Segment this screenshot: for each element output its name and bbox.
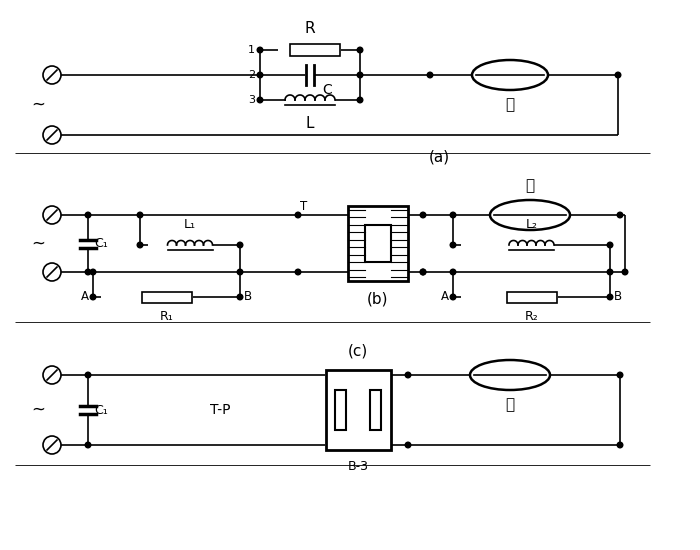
- Circle shape: [137, 242, 143, 248]
- Text: R: R: [304, 21, 315, 36]
- Circle shape: [237, 294, 243, 300]
- Text: R₁: R₁: [160, 310, 174, 323]
- Circle shape: [85, 212, 91, 218]
- Bar: [370, 390, 382, 430]
- Text: L₂: L₂: [526, 218, 538, 231]
- Circle shape: [90, 269, 96, 275]
- Circle shape: [450, 294, 456, 300]
- Text: 灯: 灯: [505, 97, 514, 112]
- Text: (c): (c): [348, 343, 368, 358]
- Text: T-P: T-P: [210, 403, 230, 417]
- Text: (b): (b): [368, 292, 388, 306]
- Ellipse shape: [470, 360, 550, 390]
- Circle shape: [427, 72, 433, 78]
- Bar: [290, 44, 340, 56]
- Circle shape: [607, 269, 612, 275]
- Text: C: C: [322, 83, 332, 97]
- Circle shape: [85, 442, 91, 448]
- Text: A: A: [441, 290, 449, 304]
- Text: L₁: L₁: [184, 218, 196, 231]
- Bar: [326, 370, 391, 450]
- Circle shape: [622, 269, 628, 275]
- Circle shape: [617, 212, 623, 218]
- Bar: [348, 206, 408, 281]
- Text: B: B: [244, 290, 252, 304]
- Circle shape: [137, 212, 143, 218]
- Circle shape: [85, 269, 91, 275]
- Circle shape: [615, 72, 621, 78]
- Bar: [365, 225, 391, 262]
- Circle shape: [237, 242, 243, 248]
- Circle shape: [357, 47, 363, 53]
- Text: 2: 2: [248, 70, 255, 80]
- Text: ~: ~: [31, 401, 45, 419]
- Text: 灯: 灯: [505, 397, 514, 412]
- Circle shape: [90, 294, 96, 300]
- Text: (a): (a): [428, 149, 449, 164]
- Text: B-3: B-3: [347, 460, 368, 473]
- Circle shape: [450, 242, 456, 248]
- Bar: [141, 292, 192, 302]
- Text: R₂: R₂: [524, 310, 538, 323]
- Bar: [507, 292, 556, 302]
- Text: 3: 3: [248, 95, 255, 105]
- Text: ~: ~: [31, 96, 45, 114]
- Circle shape: [617, 442, 623, 448]
- Circle shape: [405, 442, 411, 448]
- Text: L: L: [306, 116, 314, 131]
- Circle shape: [420, 269, 426, 275]
- Circle shape: [295, 212, 301, 218]
- Text: ~: ~: [31, 234, 45, 252]
- Circle shape: [607, 242, 612, 248]
- Circle shape: [450, 212, 456, 218]
- Circle shape: [357, 97, 363, 103]
- Bar: [335, 390, 346, 430]
- Text: C₁: C₁: [94, 237, 108, 250]
- Circle shape: [257, 72, 262, 78]
- Circle shape: [257, 97, 262, 103]
- Circle shape: [237, 269, 243, 275]
- Circle shape: [257, 47, 262, 53]
- Circle shape: [607, 294, 612, 300]
- Circle shape: [450, 269, 456, 275]
- Circle shape: [617, 372, 623, 378]
- Text: T: T: [300, 200, 307, 213]
- Circle shape: [357, 72, 363, 78]
- Text: C₁: C₁: [94, 404, 108, 416]
- Ellipse shape: [472, 60, 548, 90]
- Text: A: A: [81, 290, 89, 304]
- Circle shape: [295, 269, 301, 275]
- Text: 1: 1: [248, 45, 255, 55]
- Circle shape: [405, 372, 411, 378]
- Circle shape: [420, 269, 426, 275]
- Circle shape: [85, 372, 91, 378]
- Circle shape: [420, 212, 426, 218]
- Text: 灯: 灯: [526, 178, 535, 193]
- Ellipse shape: [490, 200, 570, 230]
- Text: B: B: [614, 290, 622, 304]
